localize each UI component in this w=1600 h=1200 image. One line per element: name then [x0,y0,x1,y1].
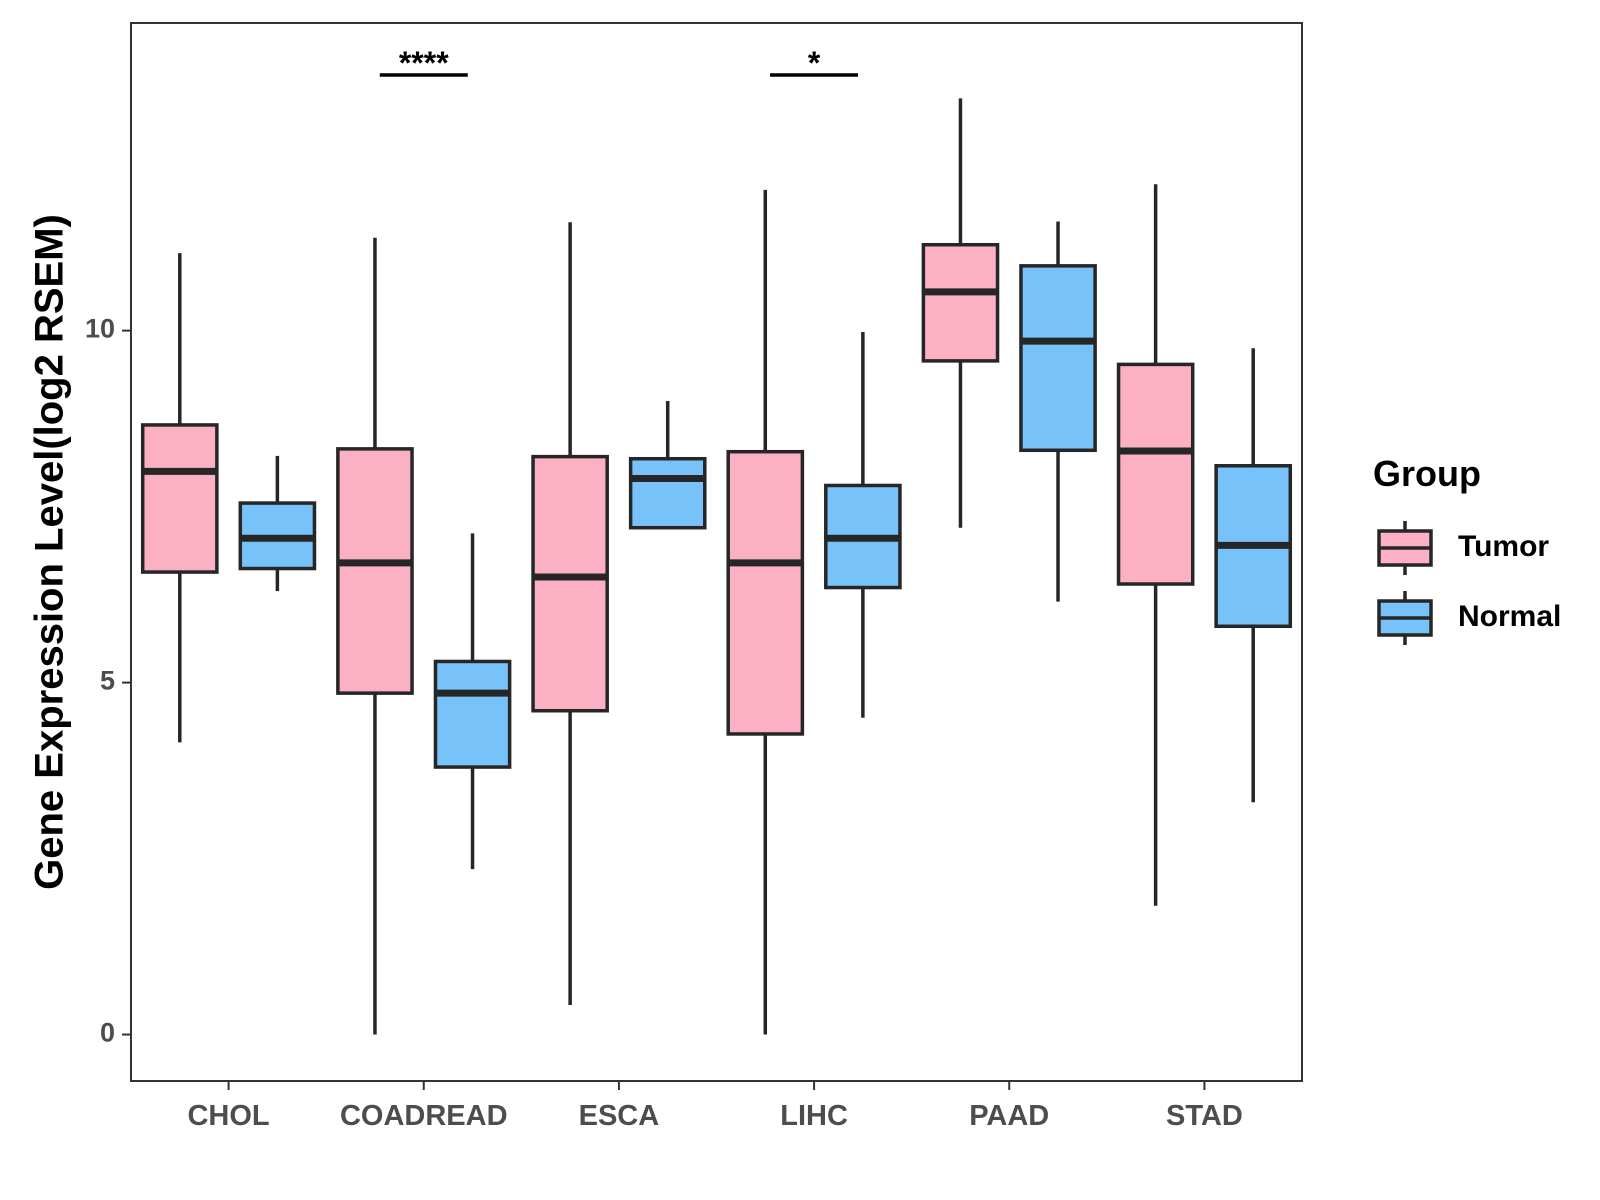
y-tick-label-10: 10 [85,314,115,344]
box-body-tumor-stad [1116,362,1195,586]
x-tick-label-coadread: COADREAD [340,1100,508,1132]
x-tick-label-chol: CHOL [187,1100,269,1132]
x-tick-label-esca: ESCA [579,1100,660,1132]
axes: 0 5 10 CHOL COADREAD ESCA LIHC PAAD STAD [85,314,1243,1132]
box-normal-stad [1214,348,1293,803]
box-body-normal-paad [1019,264,1097,453]
box-tumor-coadread [336,237,414,1035]
y-axis-title: Gene Expression Level(log2 RSEM) [28,214,72,890]
x-tick-label-stad: STAD [1166,1100,1243,1132]
box-body-tumor-esca [531,454,609,713]
box-normal-esca [628,401,707,530]
box-tumor-esca [531,222,609,1005]
box-tumor-paad [921,98,1000,528]
box-normal-chol [238,455,317,592]
legend-label-normal: Normal [1458,600,1561,633]
box-body-tumor-lihc [726,449,805,736]
box-body-tumor-paad [921,242,1000,363]
legend-title: Group [1373,453,1481,494]
y-tick-label-0: 0 [100,1018,115,1048]
plot-panel-border [130,22,1303,1082]
y-tick-label-5: 5 [100,666,115,696]
x-tick-label-lihc: LIHC [780,1100,848,1132]
legend-key-normal [1377,591,1433,645]
box-normal-paad [1019,221,1097,602]
box-tumor-stad [1116,184,1195,906]
significance-label-coadread: **** [399,45,449,81]
legend-key-tumor [1377,521,1433,575]
x-tick-label-paad: PAAD [969,1100,1049,1132]
box-tumor-lihc [726,189,805,1035]
legend: Group Tumor Normal [1373,453,1561,645]
significance-label-lihc: * [808,45,821,81]
legend-label-tumor: Tumor [1458,530,1549,563]
box-body-tumor-coadread [336,447,414,695]
box-body-normal-esca [628,456,707,530]
plot-marks: **** * [140,45,1293,1035]
box-body-normal-coadread [433,659,512,769]
box-normal-lihc [824,332,902,718]
box-normal-coadread [433,533,512,870]
box-tumor-chol [140,253,219,743]
box-body-tumor-chol [140,423,219,574]
